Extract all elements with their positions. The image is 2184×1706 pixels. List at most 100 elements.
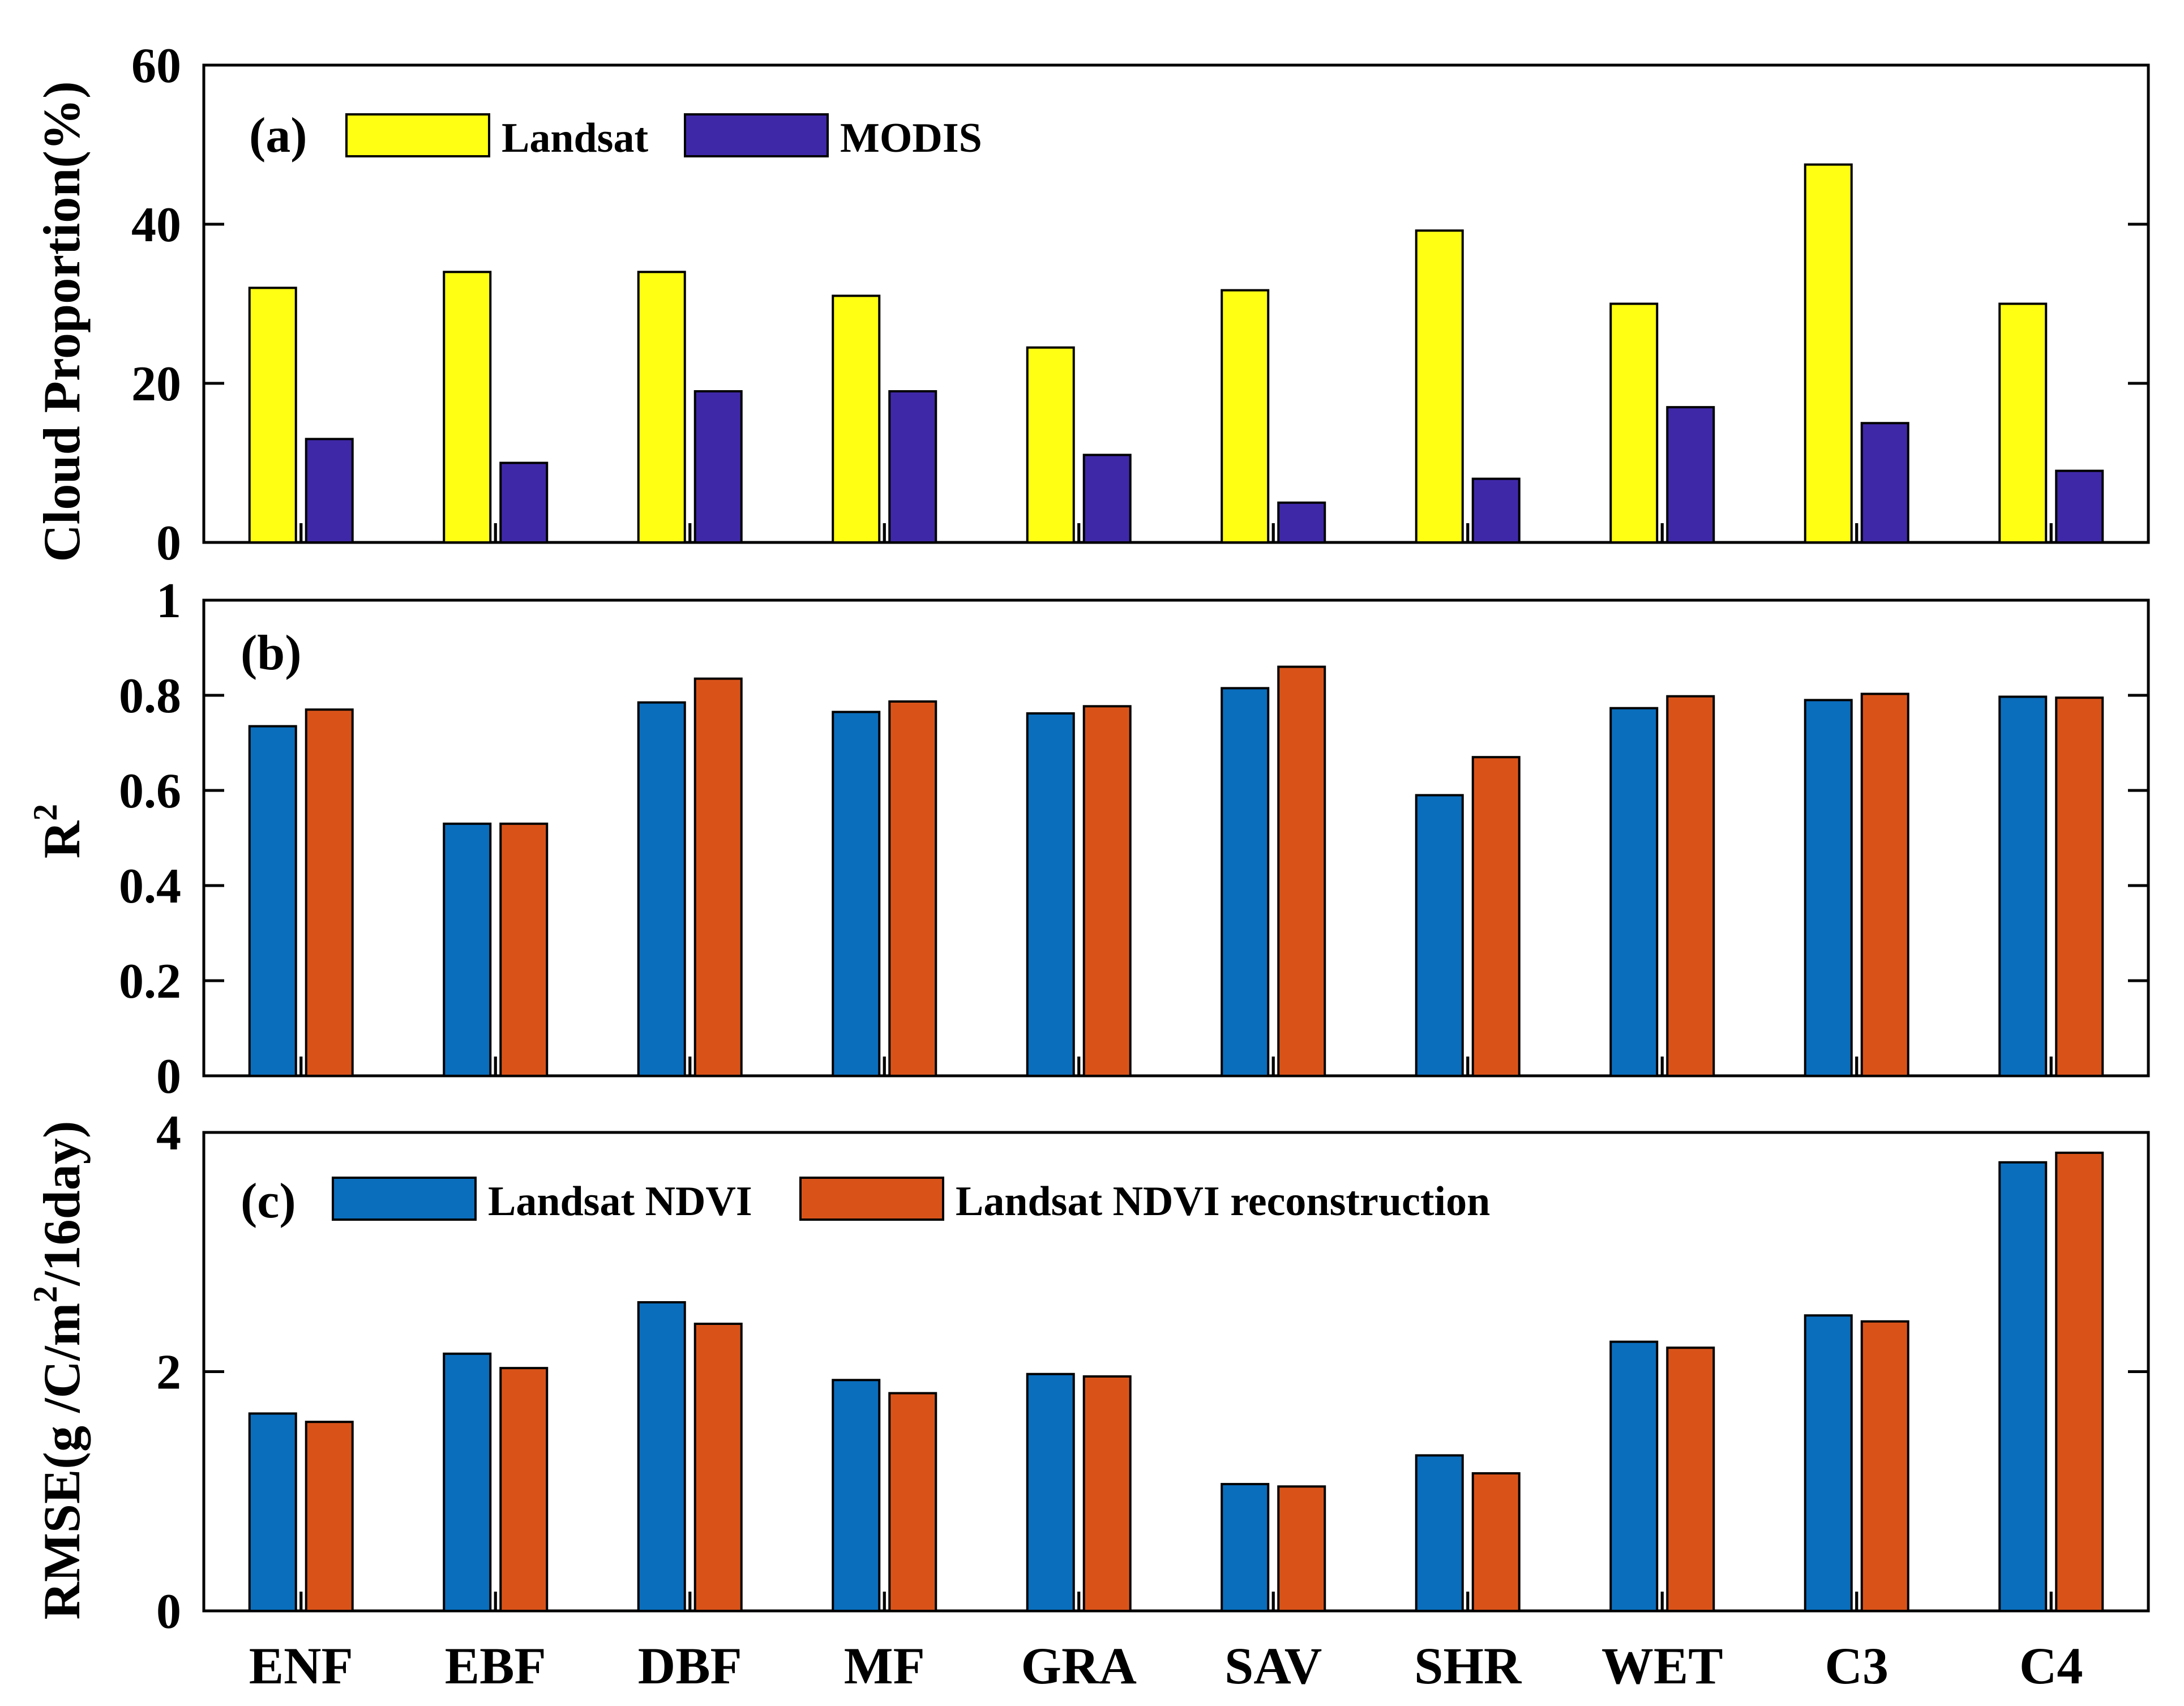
y-tick-label: 4 xyxy=(156,1106,181,1161)
bar-mf-landsat-ndvi-reconstruction xyxy=(888,700,937,1078)
bar-dbf-landsat-ndvi xyxy=(637,701,686,1077)
axes-frame xyxy=(202,63,2150,544)
bar-enf-landsat xyxy=(248,287,297,544)
bar-mf-landsat-ndvi xyxy=(832,711,881,1077)
bar-wet-landsat-ndvi xyxy=(1609,1340,1659,1612)
legend-label-landsat-ndvi: Landsat NDVI xyxy=(488,1178,752,1225)
x-tick-label: C3 xyxy=(1825,1637,1888,1695)
x-tick-label: ENF xyxy=(249,1637,353,1695)
bar-dbf-landsat-ndvi xyxy=(637,1301,686,1613)
bar-enf-landsat-ndvi-reconstruction xyxy=(305,708,354,1077)
panel-c-legend: Landsat NDVI Landsat NDVI reconstruction xyxy=(332,1177,1490,1225)
bar-gra-landsat-ndvi-reconstruction xyxy=(1082,705,1132,1077)
bar-shr-landsat xyxy=(1415,229,1464,544)
x-tick-label: C4 xyxy=(2019,1637,2083,1695)
legend-label-landsat: Landsat xyxy=(502,115,648,161)
bar-shr-landsat-ndvi-reconstruction xyxy=(1471,1472,1521,1612)
panel-a-ylabel: Cloud Proportion(%) xyxy=(33,81,91,562)
legend-swatch-landsat-ndvi-reconstruction xyxy=(799,1177,944,1221)
y-tick-label: 0 xyxy=(156,1049,181,1104)
y-tick-label: 1 xyxy=(156,574,181,628)
bar-gra-landsat-ndvi xyxy=(1026,712,1075,1078)
panel-a-letter: (a) xyxy=(249,108,307,163)
y-tick-label: 0.2 xyxy=(119,954,181,1009)
bar-shr-landsat-ndvi xyxy=(1415,1454,1464,1612)
bar-mf-landsat xyxy=(832,294,881,544)
y-tick-label: 0 xyxy=(156,516,181,571)
bar-gra-landsat xyxy=(1026,346,1075,544)
bar-c3-landsat-ndvi xyxy=(1804,699,1853,1077)
bar-c4-landsat-ndvi xyxy=(1998,1161,2048,1612)
bar-sav-landsat-ndvi xyxy=(1221,1483,1270,1612)
panel-b-letter: (b) xyxy=(241,626,302,681)
y-tick-label: 60 xyxy=(131,39,181,93)
bar-c4-landsat-ndvi-reconstruction xyxy=(2055,696,2104,1077)
y-tick-label: 20 xyxy=(131,357,181,412)
y-tick-label: 2 xyxy=(156,1345,181,1400)
bar-ebf-landsat-ndvi-reconstruction xyxy=(499,822,549,1078)
bar-ebf-landsat-ndvi-reconstruction xyxy=(499,1367,549,1613)
bar-ebf-modis xyxy=(499,461,549,544)
bar-dbf-landsat-ndvi-reconstruction xyxy=(693,677,743,1077)
bar-c4-landsat xyxy=(1998,302,2048,544)
x-tick-label: GRA xyxy=(1021,1637,1137,1695)
panel-b-ylabel: R2 xyxy=(27,804,91,858)
x-tick-label: DBF xyxy=(638,1637,742,1695)
bar-sav-landsat-ndvi-reconstruction xyxy=(1277,665,1326,1077)
x-tick-label: WET xyxy=(1601,1637,1723,1695)
bar-wet-landsat-ndvi-reconstruction xyxy=(1666,1346,1715,1612)
panel-a-legend: Landsat MODIS xyxy=(345,113,982,161)
bar-c3-modis xyxy=(1860,422,1909,544)
bar-gra-modis xyxy=(1082,454,1132,544)
bar-wet-modis xyxy=(1666,406,1715,544)
x-tick-label: SAV xyxy=(1224,1637,1322,1695)
bar-c3-landsat-ndvi-reconstruction xyxy=(1860,1320,1909,1612)
bar-shr-landsat-ndvi-reconstruction xyxy=(1471,756,1521,1077)
bar-dbf-modis xyxy=(693,390,743,544)
y-tick-label: 0.8 xyxy=(119,669,181,724)
bar-ebf-landsat-ndvi xyxy=(443,822,492,1078)
x-tick-label: EBF xyxy=(445,1637,546,1695)
bar-sav-landsat-ndvi-reconstruction xyxy=(1277,1485,1326,1613)
bar-gra-landsat-ndvi xyxy=(1026,1373,1075,1613)
bar-shr-modis xyxy=(1471,477,1521,544)
legend-swatch-modis xyxy=(684,113,829,157)
bar-shr-landsat-ndvi xyxy=(1415,794,1464,1078)
bar-ebf-landsat xyxy=(443,271,492,544)
bar-c4-landsat-ndvi-reconstruction xyxy=(2055,1151,2104,1612)
x-tick-label: MF xyxy=(844,1637,925,1695)
y-tick-label: 0.4 xyxy=(119,859,181,914)
bar-gra-landsat-ndvi-reconstruction xyxy=(1082,1375,1132,1612)
panel-c-ylabel: RMSE(g /C/m2/16day) xyxy=(27,1121,91,1619)
y-tick-label: 0.6 xyxy=(119,764,181,819)
bar-mf-modis xyxy=(888,390,937,544)
y-tick-label: 0 xyxy=(156,1584,181,1639)
bar-enf-landsat-ndvi-reconstruction xyxy=(305,1421,354,1613)
panel-c-rmse: RMSE(g /C/m2/16day) (c) Landsat NDVI Lan… xyxy=(27,1106,2150,1695)
bar-sav-landsat-ndvi xyxy=(1221,687,1270,1077)
bar-enf-landsat-ndvi xyxy=(248,1412,297,1612)
bar-dbf-landsat-ndvi-reconstruction xyxy=(693,1323,743,1612)
bar-c4-landsat-ndvi xyxy=(1998,695,2048,1077)
bar-wet-landsat-ndvi xyxy=(1609,707,1659,1078)
legend-label-modis: MODIS xyxy=(840,115,982,161)
panel-b-r-squared: R2 (b) 0 0.2 0.4 0.6 0.8 1 xyxy=(27,574,2150,1104)
bar-c3-landsat-ndvi xyxy=(1804,1314,1853,1612)
legend-label-landsat-ndvi-reconstruction: Landsat NDVI reconstruction xyxy=(956,1178,1490,1225)
bar-wet-landsat-ndvi-reconstruction xyxy=(1666,695,1715,1078)
legend-swatch-landsat xyxy=(345,113,490,157)
bar-mf-landsat-ndvi xyxy=(832,1379,881,1613)
x-tick-label: SHR xyxy=(1414,1637,1522,1695)
legend-swatch-landsat-ndvi xyxy=(332,1177,477,1221)
bar-c4-modis xyxy=(2055,469,2104,544)
axes-frame xyxy=(202,598,2150,1078)
bar-c3-landsat-ndvi-reconstruction xyxy=(1860,692,1909,1077)
bar-ebf-landsat-ndvi xyxy=(443,1352,492,1612)
bar-enf-landsat-ndvi xyxy=(248,725,297,1077)
bar-dbf-landsat xyxy=(637,271,686,544)
y-tick-label: 40 xyxy=(131,198,181,253)
bar-c3-landsat xyxy=(1804,163,1853,544)
bar-sav-landsat xyxy=(1221,289,1270,544)
panel-a-cloud-proportion: Cloud Proportion(%) (a) Landsat MODIS 0 2… xyxy=(33,39,2150,571)
